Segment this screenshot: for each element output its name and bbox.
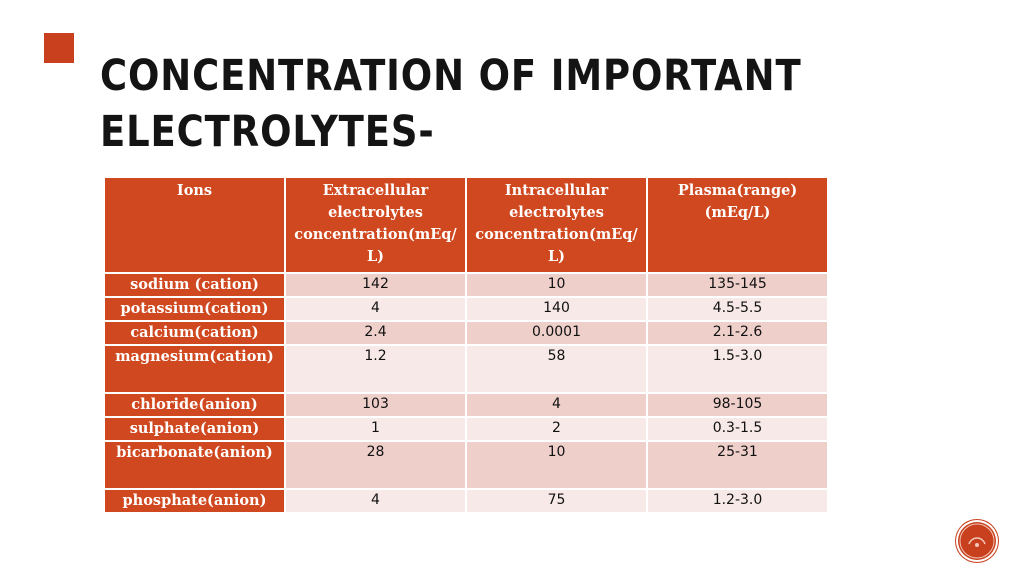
- table-row: sodium (cation) 142 10 135-145: [103, 272, 829, 298]
- cell-intracellular: 58: [465, 344, 648, 394]
- row-ion: phosphate(anion): [103, 488, 286, 514]
- cell-plasma: 98-105: [646, 392, 829, 418]
- row-ion: chloride(anion): [103, 392, 286, 418]
- cell-intracellular: 10: [465, 440, 648, 490]
- presentation-logo-icon: [958, 522, 996, 560]
- row-ion: bicarbonate(anion): [103, 440, 286, 490]
- cell-extracellular: 103: [284, 392, 467, 418]
- cell-intracellular: 4: [465, 392, 648, 418]
- table-row: calcium(cation) 2.4 0.0001 2.1-2.6: [103, 320, 829, 346]
- cell-extracellular: 2.4: [284, 320, 467, 346]
- table-row: potassium(cation) 4 140 4.5-5.5: [103, 296, 829, 322]
- cell-plasma: 2.1-2.6: [646, 320, 829, 346]
- table-row: chloride(anion) 103 4 98-105: [103, 392, 829, 418]
- header-intracellular: Intracellular electrolytes concentration…: [465, 176, 648, 274]
- cell-plasma: 135-145: [646, 272, 829, 298]
- accent-square: [44, 33, 74, 63]
- header-plasma: Plasma(range) (mEq/L): [646, 176, 829, 274]
- cell-intracellular: 75: [465, 488, 648, 514]
- cell-extracellular: 142: [284, 272, 467, 298]
- cell-plasma: 0.3-1.5: [646, 416, 829, 442]
- cell-intracellular: 140: [465, 296, 648, 322]
- row-ion: magnesium(cation): [103, 344, 286, 394]
- table-row: magnesium(cation) 1.2 58 1.5-3.0: [103, 344, 829, 394]
- table-row: bicarbonate(anion) 28 10 25-31: [103, 440, 829, 490]
- page-title: Concentration of important electrolytes-: [100, 51, 802, 157]
- table-row: sulphate(anion) 1 2 0.3-1.5: [103, 416, 829, 442]
- table-header-row: Ions Extracellular electrolytes concentr…: [103, 176, 829, 274]
- header-ions: Ions: [103, 176, 286, 274]
- cell-plasma: 1.5-3.0: [646, 344, 829, 394]
- row-ion: sulphate(anion): [103, 416, 286, 442]
- cell-extracellular: 4: [284, 296, 467, 322]
- cell-extracellular: 1.2: [284, 344, 467, 394]
- row-ion: potassium(cation): [103, 296, 286, 322]
- cell-extracellular: 4: [284, 488, 467, 514]
- cell-intracellular: 10: [465, 272, 648, 298]
- table-row: phosphate(anion) 4 75 1.2-3.0: [103, 488, 829, 514]
- cell-plasma: 4.5-5.5: [646, 296, 829, 322]
- cell-intracellular: 0.0001: [465, 320, 648, 346]
- cell-plasma: 1.2-3.0: [646, 488, 829, 514]
- row-ion: calcium(cation): [103, 320, 286, 346]
- cell-extracellular: 28: [284, 440, 467, 490]
- logo-mark-icon: [959, 523, 995, 559]
- cell-extracellular: 1: [284, 416, 467, 442]
- cell-plasma: 25-31: [646, 440, 829, 490]
- header-extracellular: Extracellular electrolytes concentration…: [284, 176, 467, 274]
- electrolytes-table: Ions Extracellular electrolytes concentr…: [103, 176, 829, 514]
- cell-intracellular: 2: [465, 416, 648, 442]
- row-ion: sodium (cation): [103, 272, 286, 298]
